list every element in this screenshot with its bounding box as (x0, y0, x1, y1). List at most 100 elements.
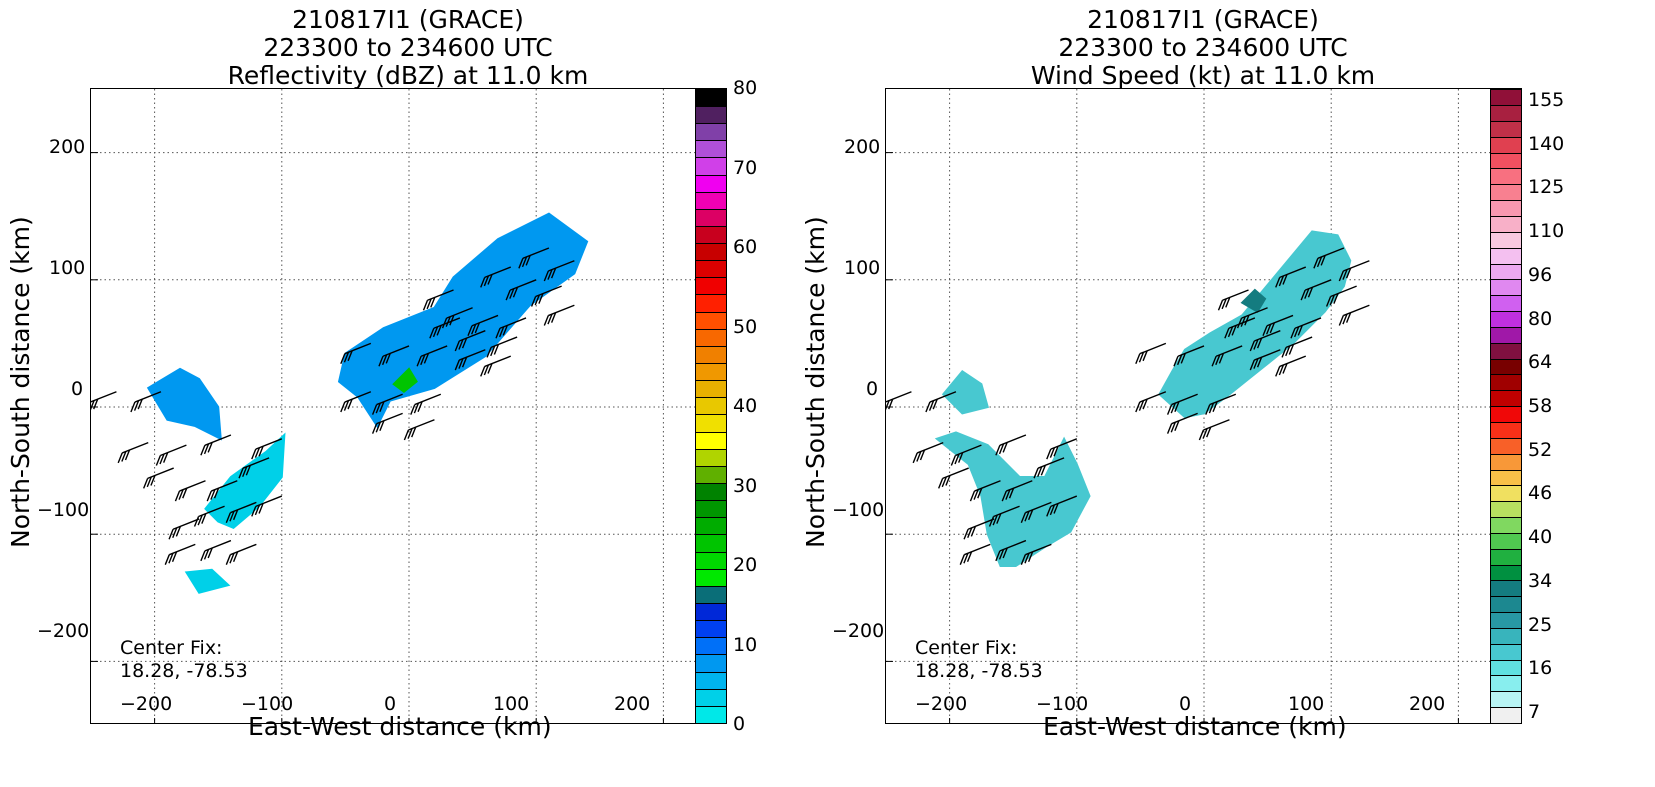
colorbar-segment (1491, 501, 1521, 518)
colorbar-tick-label: 46 (1528, 482, 1553, 505)
colorbar-segment (696, 654, 726, 672)
colorbar-segment (696, 397, 726, 415)
wind-barb (1249, 349, 1281, 371)
colorbar-segment (1491, 216, 1521, 232)
colorbar-segment (1491, 168, 1521, 185)
wind-barb (206, 480, 238, 502)
y-tick-label: 0 (71, 378, 84, 400)
wind-barb (1262, 314, 1294, 336)
wind-barb (168, 518, 200, 540)
wind-barb (251, 438, 283, 460)
colorbar-segment (696, 705, 726, 723)
colorbar-tick-label: 52 (1528, 438, 1553, 461)
colorbar-segment (696, 294, 726, 312)
colorbar-segment (696, 328, 726, 346)
colorbar-segment (696, 688, 726, 706)
echo-region (184, 568, 231, 594)
colorbar-tick-label: 64 (1528, 351, 1553, 374)
wind-barb (1173, 345, 1205, 367)
colorbar-segment (1491, 120, 1521, 137)
colorbar-segment (696, 105, 726, 124)
colorbar-tick-label: 30 (733, 474, 758, 497)
colorbar-segment (696, 637, 726, 655)
wind-barb (371, 412, 403, 434)
wind-barb (1135, 391, 1167, 413)
y-tick-label: 0 (866, 378, 879, 400)
colorbar-segment (696, 517, 726, 535)
wind-barb (995, 434, 1027, 456)
wind-barb (912, 441, 944, 464)
colorbar-segment (1491, 564, 1521, 581)
plot-svg (91, 89, 725, 723)
colorbar-segment (696, 174, 726, 192)
colorbar-segment (696, 191, 726, 209)
colorbar-segment (696, 140, 726, 158)
colorbar-tick-label: 25 (1528, 613, 1553, 636)
colorbar-segment (1491, 691, 1521, 708)
wind-barb (1020, 501, 1052, 523)
wind-barb (422, 289, 454, 311)
colorbar-segment (696, 380, 726, 398)
colorbar-segment (1491, 659, 1521, 676)
colorbar-segment (696, 123, 726, 141)
colorbar-segment (1491, 517, 1521, 533)
colorbar-segment (1491, 105, 1521, 121)
colorbar-segment (1491, 231, 1521, 248)
wind-barb (963, 518, 995, 540)
echo-region (941, 370, 989, 415)
colorbar-segment (1491, 548, 1521, 565)
wind-barb (416, 345, 448, 367)
echo-region (1158, 230, 1352, 419)
center-fix-label: Center Fix: 18.28, -78.53 (915, 637, 1043, 682)
wind-barb (988, 505, 1020, 527)
colorbar-segment (1491, 390, 1521, 407)
wind-barb (410, 393, 442, 415)
echo-region (146, 367, 222, 441)
wind-barb (378, 345, 410, 367)
wind-barb (886, 391, 912, 411)
wind-barb (429, 317, 461, 339)
y-tick-label: −200 (832, 620, 885, 642)
y-axis-label: North-South distance (km) (6, 216, 35, 548)
wind-barb (467, 314, 499, 336)
wind-barb (193, 505, 225, 527)
wind-barb (91, 391, 117, 411)
colorbar-segment (1491, 707, 1521, 723)
colorbar-tick-label: 20 (733, 554, 758, 576)
colorbar-segment (1491, 342, 1521, 359)
wind-barb (1166, 412, 1198, 434)
wind-barb (1236, 307, 1268, 329)
colorbar-segment (1491, 406, 1521, 422)
colorbar-segment (696, 363, 726, 381)
colorbar-segment (1491, 152, 1521, 169)
colorbar-tick-label: 40 (733, 395, 758, 417)
wind-barb (1281, 336, 1313, 358)
title-line-2: 223300 to 234600 UTC (1058, 33, 1348, 62)
wind-barb (937, 467, 969, 489)
colorbar-segment (1491, 374, 1521, 391)
wind-barb (1020, 543, 1052, 565)
title-line-3: Wind Speed (kt) at 11.0 km (1030, 61, 1376, 90)
colorbar-tick-label: 7 (1528, 701, 1541, 723)
colorbar-segment (1491, 136, 1521, 153)
colorbar-tick-label: 40 (1528, 526, 1553, 549)
colorbar-tick-label: 10 (733, 633, 758, 656)
title-line-1: 210817I1 (GRACE) (292, 5, 524, 34)
wind-barb (454, 349, 486, 371)
colorbar-segment (1491, 247, 1521, 264)
reflectivity-plot-area (90, 88, 726, 724)
colorbar-segment (1491, 453, 1521, 470)
wind-barb (1275, 355, 1307, 377)
reflectivity-colorbar (695, 88, 727, 724)
colorbar-segment (696, 311, 726, 329)
x-tick-label: −200 (120, 693, 173, 715)
wind-barb (200, 434, 232, 456)
wind-barb (969, 480, 1001, 502)
wind-barb (130, 391, 162, 413)
colorbar-tick-label: 34 (1528, 569, 1553, 592)
wind-barb (1338, 304, 1370, 326)
plot-svg (886, 89, 1520, 723)
colorbar-segment (1491, 627, 1521, 644)
wind-barb (225, 543, 257, 565)
wind-barb (1313, 247, 1345, 269)
